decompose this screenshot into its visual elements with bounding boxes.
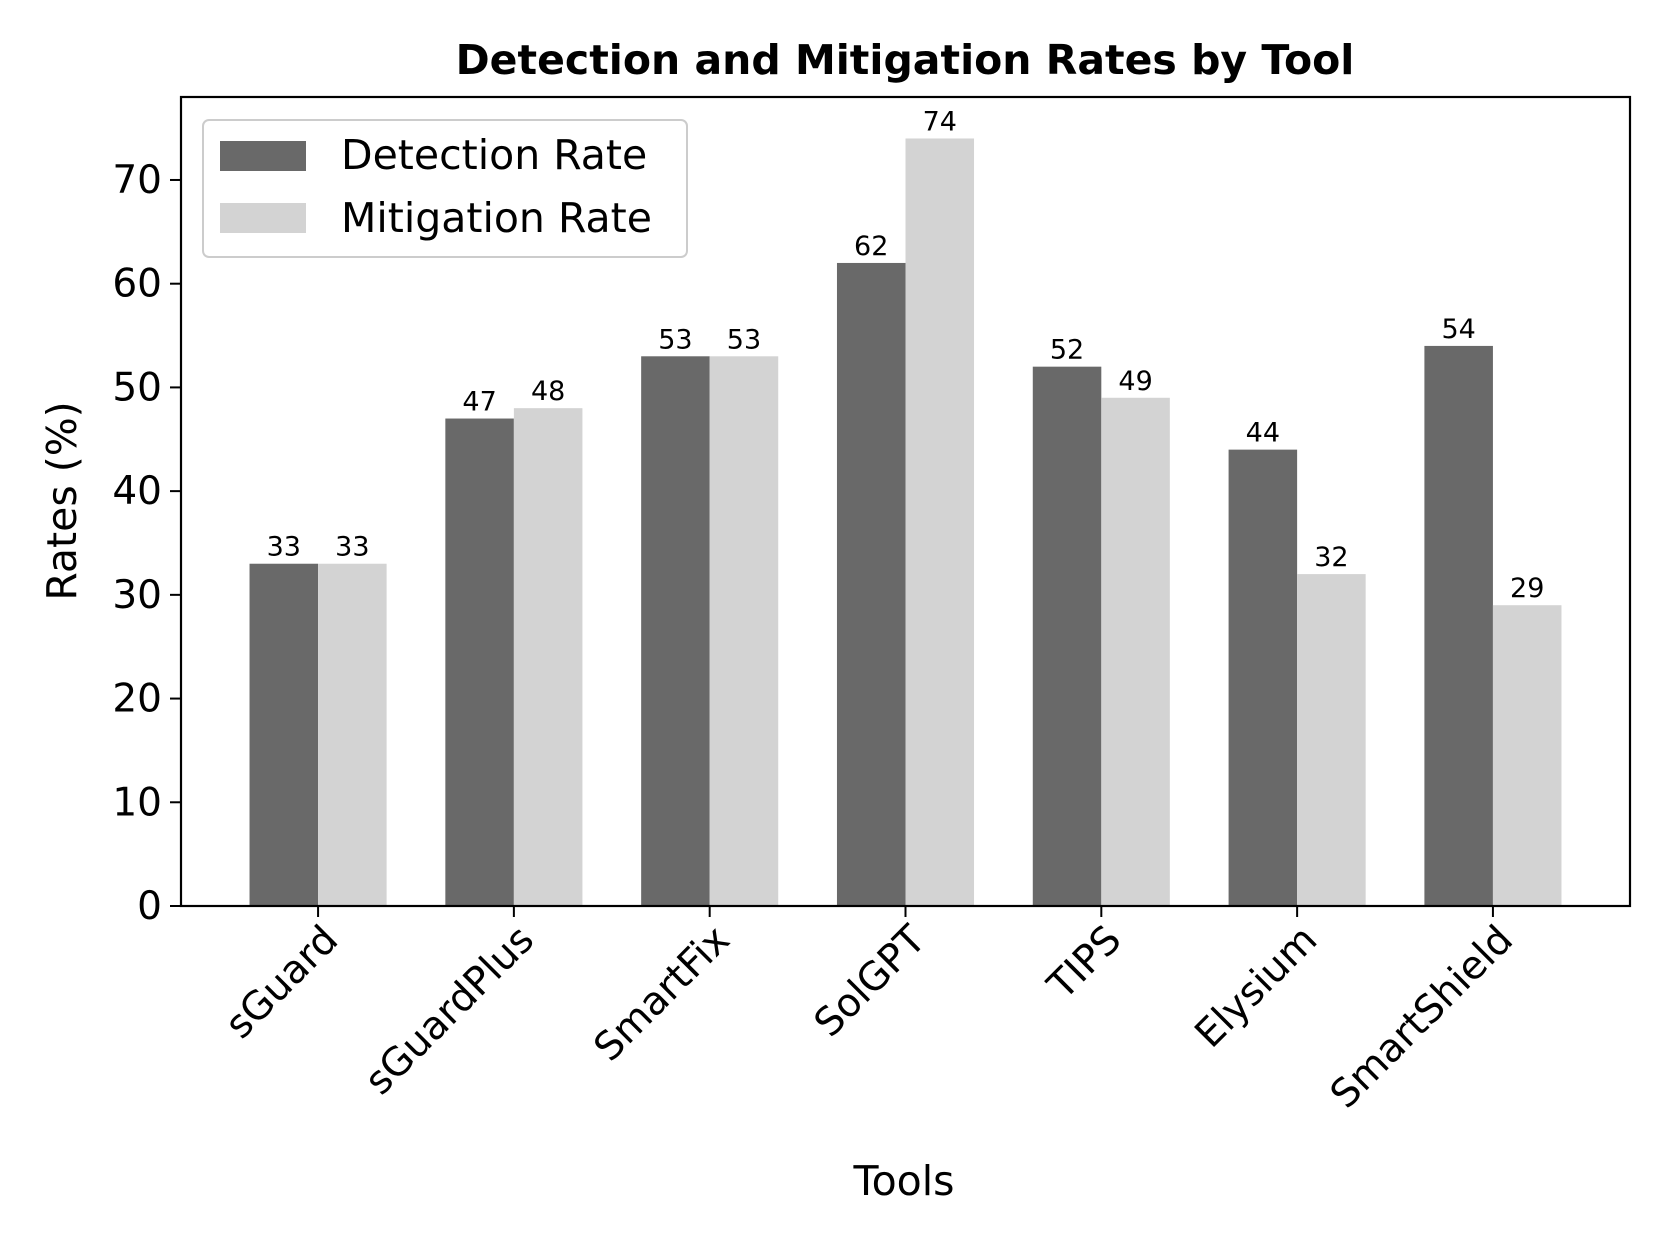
legend-label-detection-rate: Detection Rate [341, 131, 647, 179]
y-tick-label: 30 [112, 573, 162, 618]
y-tick-label: 20 [112, 677, 162, 722]
bar-mitigation-rate-sguard [318, 563, 387, 906]
bar-mitigation-rate-sguardplus [513, 408, 583, 906]
legend-label-mitigation-rate: Mitigation Rate [341, 194, 652, 242]
bar-mitigation-rate-elysium [1297, 574, 1366, 906]
bar-detection-rate-sguardplus [445, 418, 514, 906]
y-tick-label: 70 [112, 158, 162, 203]
value-label-mitigation-rate-tips: 49 [1118, 366, 1152, 397]
value-label-detection-rate-sguard: 33 [267, 532, 301, 563]
value-label-mitigation-rate-smartfix: 53 [727, 324, 761, 355]
value-labels-layer: 33 47 53 62 52 44 54 33 48 53 74 49 32 29 [267, 106, 1545, 604]
bar-detection-rate-elysium [1228, 449, 1298, 906]
value-label-detection-rate-solgpt: 62 [854, 231, 888, 262]
y-tick-label: 40 [112, 469, 162, 514]
value-label-detection-rate-sguardplus: 47 [462, 387, 496, 418]
bar-detection-rate-sguard [249, 563, 319, 906]
value-label-detection-rate-elysium: 44 [1246, 418, 1280, 449]
legend-swatch-mitigation-rate [220, 203, 306, 233]
y-tick-label: 0 [137, 884, 162, 929]
value-label-detection-rate-smartshield: 54 [1441, 314, 1475, 345]
value-label-mitigation-rate-sguard: 33 [335, 532, 369, 563]
legend-swatch-detection-rate [220, 141, 306, 171]
y-axis: 0 10 20 30 40 50 60 70 [112, 158, 181, 929]
y-tick-label: 60 [112, 262, 162, 307]
chart-title: Detection and Mitigation Rates by Tool [456, 36, 1355, 84]
legend: Detection Rate Mitigation Rate [202, 119, 688, 258]
bar-detection-rate-tips [1032, 366, 1102, 906]
value-label-detection-rate-tips: 52 [1050, 335, 1084, 366]
bar-mitigation-rate-tips [1101, 397, 1170, 906]
bar-detection-rate-smartfix [641, 356, 710, 906]
value-label-mitigation-rate-elysium: 32 [1314, 542, 1348, 573]
y-axis-label: Rates (%) [38, 401, 86, 600]
bar-detection-rate-smartshield [1424, 345, 1493, 906]
x-axis-label: Tools [853, 1157, 955, 1205]
value-label-mitigation-rate-sguardplus: 48 [531, 376, 565, 407]
bars-layer [249, 138, 1562, 907]
value-label-mitigation-rate-smartshield: 29 [1510, 573, 1544, 604]
bar-mitigation-rate-smartfix [709, 356, 779, 906]
value-label-detection-rate-smartfix: 53 [658, 324, 692, 355]
bar-mitigation-rate-smartshield [1492, 605, 1562, 906]
bar-detection-rate-solgpt [836, 262, 906, 906]
y-tick-label: 10 [112, 780, 162, 825]
value-label-mitigation-rate-solgpt: 74 [923, 106, 957, 137]
bar-mitigation-rate-solgpt [905, 138, 975, 907]
legend-frame [202, 119, 688, 258]
y-tick-label: 50 [112, 365, 162, 410]
